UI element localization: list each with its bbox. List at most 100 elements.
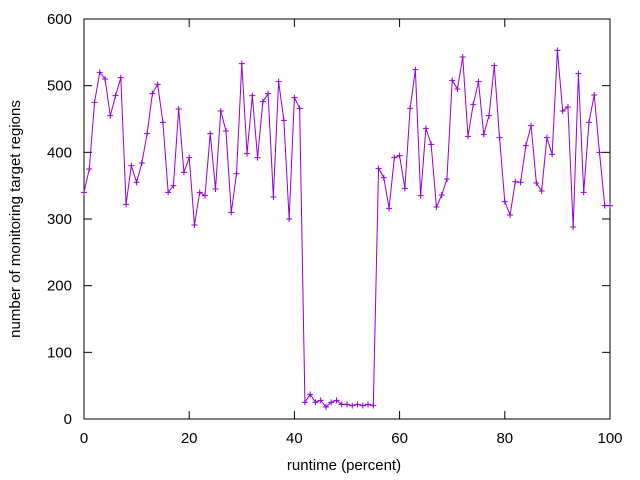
y-tick-label: 500: [47, 78, 72, 95]
data-point: [591, 92, 598, 98]
data-point: [123, 201, 130, 208]
data-point: [91, 99, 98, 106]
data-point: [112, 92, 119, 99]
data-point: [217, 108, 224, 114]
data-point: [244, 150, 251, 157]
data-point: [270, 194, 277, 200]
data-point: [291, 94, 298, 101]
data-point: [280, 117, 287, 124]
y-tick-label: 0: [64, 411, 72, 428]
data-point: [375, 165, 382, 172]
data-point: [522, 142, 529, 149]
data-point: [81, 189, 87, 196]
data-point: [401, 185, 408, 192]
data-point: [175, 106, 182, 112]
data-point: [144, 130, 151, 137]
data-point: [354, 401, 361, 408]
data-point: [496, 134, 503, 141]
data-point: [317, 397, 324, 404]
x-tick-label: 20: [181, 430, 198, 447]
data-point: [265, 90, 272, 97]
data-point: [538, 188, 545, 194]
data-point: [428, 141, 435, 148]
data-point: [117, 74, 124, 81]
data-point: [585, 119, 592, 126]
data-point: [233, 170, 240, 177]
data-point: [223, 128, 230, 134]
data-point: [286, 216, 293, 222]
data-point: [301, 399, 308, 406]
data-point: [491, 62, 498, 69]
data-point: [165, 189, 172, 196]
data-point: [196, 189, 203, 196]
data-point: [349, 402, 356, 409]
x-tick-label: 60: [391, 430, 408, 447]
data-point: [359, 402, 366, 409]
data-point: [180, 169, 187, 176]
data-point: [486, 112, 493, 119]
data-point: [412, 66, 419, 73]
data-point: [312, 399, 319, 406]
x-tick-label: 80: [496, 430, 513, 447]
data-point: [259, 98, 266, 105]
x-tick-label: 100: [597, 430, 622, 447]
data-point: [564, 104, 571, 110]
data-point: [391, 154, 398, 161]
data-point: [449, 77, 456, 84]
y-tick-label: 100: [47, 344, 72, 361]
data-point: [570, 224, 577, 230]
data-point: [580, 189, 587, 196]
x-tick-label: 40: [286, 430, 303, 447]
plot-area-border: [83, 18, 611, 420]
data-point: [517, 179, 524, 186]
data-point: [475, 78, 482, 85]
data-point: [322, 404, 329, 410]
data-point: [507, 212, 514, 218]
x-axis-label: runtime (percent): [287, 457, 401, 474]
data-point: [201, 192, 208, 199]
data-point: [501, 198, 508, 205]
y-axis-ticks: 0 100 200 300 400 500 600: [47, 11, 610, 428]
data-point: [601, 202, 608, 209]
series-layer: [81, 47, 613, 410]
data-point: [433, 204, 440, 210]
data-point: [186, 154, 193, 161]
data-point: [559, 108, 566, 114]
y-tick-label: 600: [47, 11, 72, 28]
data-point: [128, 162, 135, 169]
data-point: [528, 122, 535, 129]
data-point: [417, 192, 424, 199]
data-point: [328, 399, 335, 406]
data-point: [102, 76, 109, 82]
data-point: [365, 401, 372, 408]
plot-frame: [83, 18, 611, 420]
data-point: [344, 401, 350, 408]
data-point: [307, 391, 314, 398]
data-point: [159, 119, 166, 126]
data-point: [533, 180, 540, 186]
data-point: [149, 90, 156, 97]
y-tick-label: 400: [47, 144, 72, 161]
data-point: [512, 178, 519, 185]
data-point: [212, 186, 219, 192]
x-tick-label: 0: [80, 430, 88, 447]
data-point: [228, 209, 235, 216]
data-point: [170, 182, 177, 189]
data-point: [333, 397, 340, 404]
data-point: [596, 149, 603, 156]
y-axis-label: number of monitoring target regions: [7, 100, 24, 338]
data-point: [207, 130, 214, 137]
data-point: [96, 69, 103, 76]
data-point: [459, 54, 466, 60]
data-point: [554, 47, 561, 54]
data-point: [549, 151, 556, 158]
data-point: [407, 105, 414, 112]
data-point: [386, 205, 393, 212]
data-point: [454, 86, 461, 92]
data-point: [380, 174, 387, 181]
series-line: [83, 50, 610, 408]
data-point: [338, 401, 345, 408]
data-point: [443, 176, 450, 182]
data-point: [275, 78, 282, 85]
